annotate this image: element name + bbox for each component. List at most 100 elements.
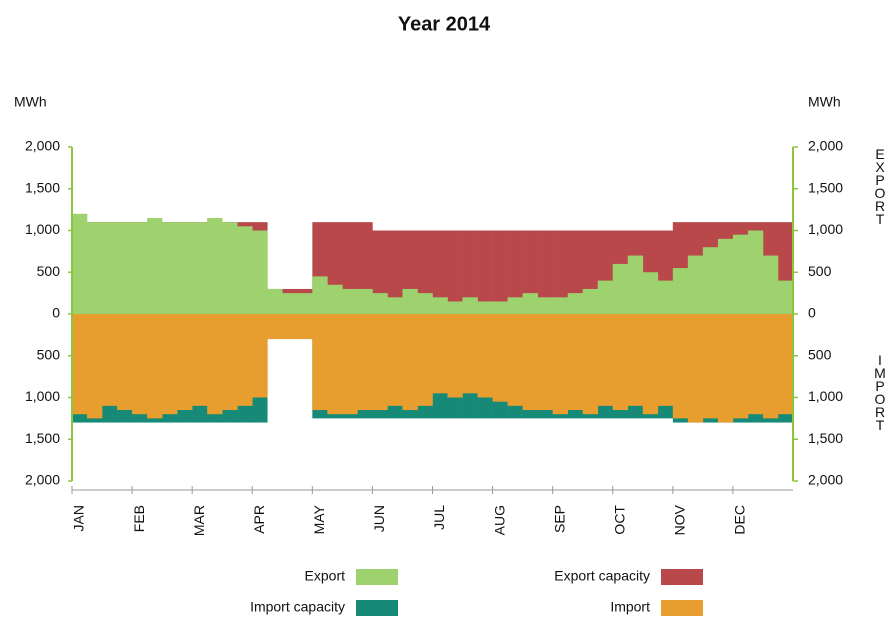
x-tick-label: JAN (71, 505, 87, 531)
y2-tick-label: 1,000 (808, 221, 843, 237)
bar (72, 213, 88, 314)
bar (732, 234, 749, 314)
bar (552, 297, 568, 314)
bar (162, 222, 178, 314)
bar (222, 314, 238, 411)
legend-swatch (356, 600, 398, 616)
bar (567, 293, 584, 314)
bar (147, 314, 163, 419)
y2-tick-label: 2,000 (808, 138, 843, 154)
bar (717, 314, 734, 423)
y2-tick-label: 500 (808, 263, 832, 279)
bar (132, 314, 148, 415)
bar (252, 314, 268, 398)
legend-label: Export capacity (554, 568, 650, 584)
y2-tick-label: 0 (808, 305, 816, 321)
bar (537, 314, 553, 411)
bar (717, 238, 734, 314)
bar (462, 297, 478, 314)
bar (357, 288, 373, 314)
y-tick-label: 2,000 (25, 472, 60, 488)
y2-tick-label: 1,500 (808, 430, 843, 446)
bar (597, 280, 614, 314)
bar (372, 314, 388, 411)
legend-swatch (661, 600, 703, 616)
bar (297, 293, 313, 314)
bar (342, 288, 358, 314)
y-tick-label: 1,500 (25, 179, 60, 195)
x-tick-label: MAY (311, 504, 327, 534)
x-tick-label: NOV (672, 504, 688, 535)
bar (402, 314, 418, 411)
bar (447, 230, 463, 314)
y-tick-label: 1,000 (25, 221, 60, 237)
bar (552, 314, 568, 415)
bar (732, 314, 749, 419)
legend-label: Export (305, 568, 346, 584)
bar (192, 222, 208, 314)
bar (582, 314, 599, 415)
x-tick-label: OCT (611, 505, 627, 535)
bar (462, 314, 478, 394)
bar (177, 222, 193, 314)
bar (657, 314, 674, 406)
y-tick-label: 1,000 (25, 388, 60, 404)
bar (147, 217, 163, 314)
bar (432, 230, 448, 314)
bar (477, 314, 493, 398)
bar (312, 276, 328, 314)
bar (657, 280, 674, 314)
bar (162, 314, 178, 415)
bar (582, 288, 599, 314)
bar (612, 263, 629, 314)
bar (777, 314, 794, 415)
legend-label: Import (610, 599, 650, 615)
bar (627, 255, 644, 314)
y2-axis-label: MWh (808, 94, 841, 110)
bar (507, 230, 523, 314)
bar (477, 230, 493, 314)
side-label: IMPORT (872, 352, 888, 430)
bar (102, 222, 118, 314)
bar (687, 314, 704, 423)
y2-tick-label: 1,500 (808, 179, 843, 195)
bar (777, 280, 794, 314)
bar (387, 297, 403, 314)
bar (762, 255, 779, 314)
bar (387, 314, 403, 406)
bar (117, 222, 133, 314)
bar (402, 288, 418, 314)
bar (87, 222, 103, 314)
bar (432, 314, 448, 394)
side-label: EXPORT (872, 146, 888, 224)
bar (612, 314, 629, 411)
bar (207, 314, 223, 415)
x-tick-label: APR (251, 505, 267, 534)
bar (747, 314, 764, 415)
bar (537, 297, 553, 314)
bar (522, 293, 538, 314)
bar (72, 314, 88, 415)
y-tick-label: 500 (37, 346, 61, 362)
x-tick-label: JUL (431, 505, 447, 530)
y-tick-label: 2,000 (25, 138, 60, 154)
bar (702, 247, 719, 314)
bar (537, 230, 553, 314)
bar (312, 314, 328, 411)
y-axis-label: MWh (14, 94, 47, 110)
x-tick-label: SEP (551, 505, 567, 533)
y2-tick-label: 500 (808, 346, 832, 362)
bar (282, 314, 298, 340)
bar (747, 230, 764, 314)
bar (192, 314, 208, 406)
bar (87, 314, 103, 419)
bar (327, 284, 343, 314)
bar (702, 314, 719, 419)
bar (447, 301, 463, 314)
bar (492, 314, 508, 402)
x-tick-label: MAR (191, 505, 207, 536)
legend-label: Import capacity (250, 599, 345, 615)
y-tick-label: 0 (52, 305, 60, 321)
